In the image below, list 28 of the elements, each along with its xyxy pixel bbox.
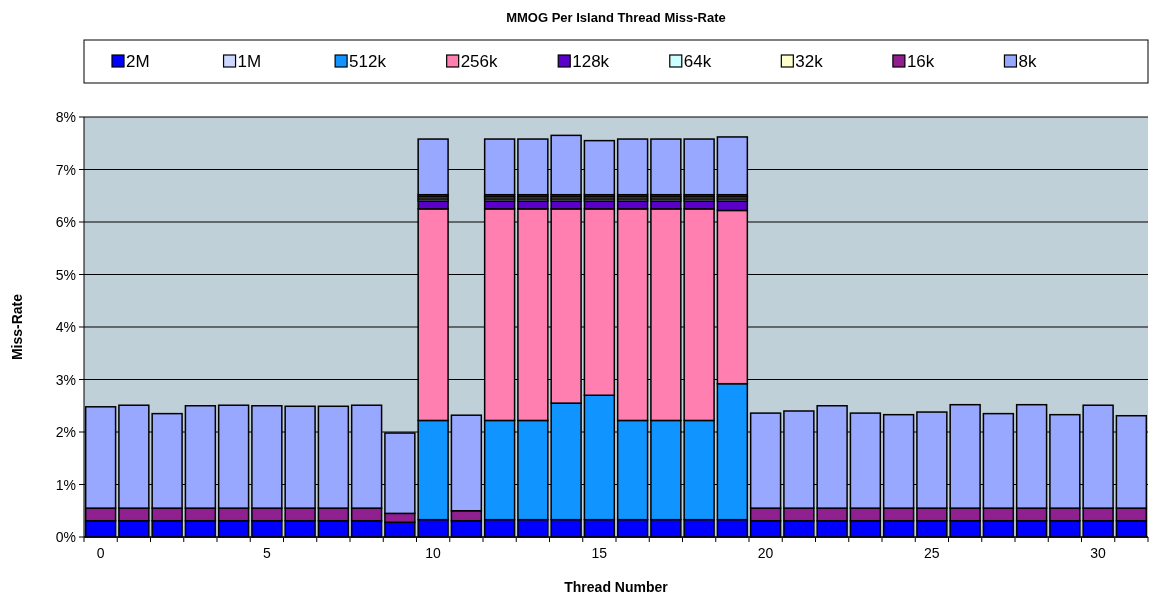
x-tick-label: 15 <box>591 545 608 561</box>
x-tick-label: 30 <box>1090 545 1107 561</box>
x-tick-label: 25 <box>924 545 940 561</box>
x-tick-label: 0 <box>96 545 105 561</box>
x-tick-label: 20 <box>757 545 774 561</box>
legend-label: 64k <box>683 52 712 71</box>
legend-label: 16k <box>906 52 935 71</box>
y-axis-title: Miss-Rate <box>9 293 25 361</box>
y-tick-label: 6% <box>55 214 76 230</box>
legend-label: 1M <box>237 52 262 71</box>
legend-label: 256k <box>460 52 499 71</box>
y-tick-label: 1% <box>55 476 76 493</box>
legend-label: 512k <box>349 52 387 71</box>
y-tick-label: 3% <box>55 371 76 388</box>
y-tick-label: 8% <box>55 109 76 125</box>
x-axis-title: Thread Number <box>564 579 669 595</box>
chart-title: MMOG Per Island Thread Miss-Rate <box>506 10 726 25</box>
y-tick-label: 2% <box>55 424 76 440</box>
x-tick-label: 5 <box>262 545 271 561</box>
legend-label: 128k <box>572 52 610 71</box>
y-tick-label: 0% <box>55 529 76 545</box>
legend-label: 32k <box>795 52 824 71</box>
x-tick-label: 10 <box>425 545 442 561</box>
y-tick-label: 7% <box>55 161 76 178</box>
legend-label: 8k <box>1018 52 1037 71</box>
y-tick-label: 4% <box>55 319 76 335</box>
y-tick-label: 5% <box>55 266 76 283</box>
legend-label: 2M <box>126 52 150 71</box>
